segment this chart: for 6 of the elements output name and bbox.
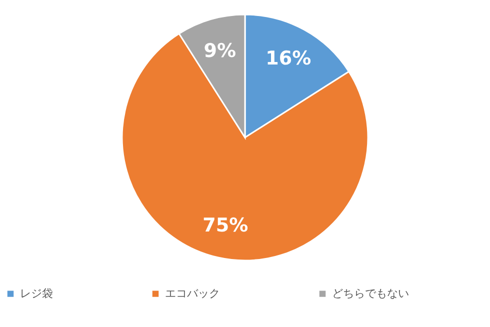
data-label: 16% [266,48,312,70]
data-label: 75% [202,214,248,236]
data-label: 9% [204,40,236,62]
legend-label: レジ袋 [20,286,53,300]
legend-label: どちらでもない [332,286,409,300]
legend-label: エコバック [165,286,220,300]
